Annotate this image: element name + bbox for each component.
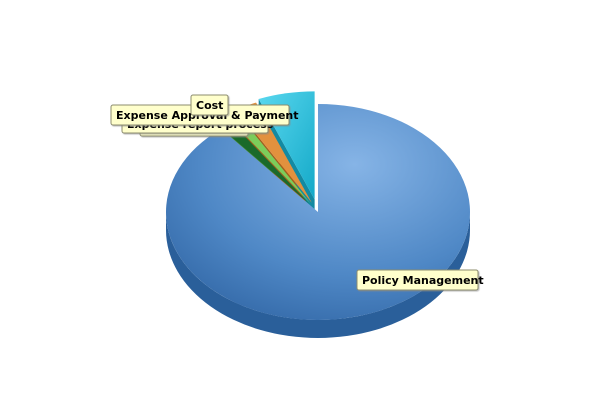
pie-slice-0[interactable]: [166, 104, 471, 320]
slice-label-0: Policy Management: [356, 269, 484, 291]
slice-label-4: Cost: [190, 94, 229, 116]
slice-label-text-0: Policy Management: [362, 274, 484, 287]
slice-label-box-0: [356, 269, 479, 291]
pie-slice-1[interactable]: [212, 114, 310, 205]
slice-label-box-4: [190, 94, 229, 116]
slice-label-text-4: Cost: [196, 99, 223, 112]
pie-slice-side-0: [166, 212, 470, 338]
